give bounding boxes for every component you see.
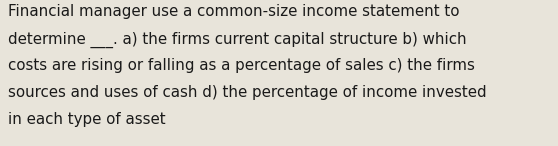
Text: in each type of asset: in each type of asset (8, 112, 166, 127)
Text: sources and uses of cash d) the percentage of income invested: sources and uses of cash d) the percenta… (8, 85, 487, 100)
Text: Financial manager use a common-size income statement to: Financial manager use a common-size inco… (8, 4, 460, 19)
Text: costs are rising or falling as a percentage of sales c) the firms: costs are rising or falling as a percent… (8, 58, 475, 73)
Text: determine ___. a) the firms current capital structure b) which: determine ___. a) the firms current capi… (8, 31, 467, 48)
